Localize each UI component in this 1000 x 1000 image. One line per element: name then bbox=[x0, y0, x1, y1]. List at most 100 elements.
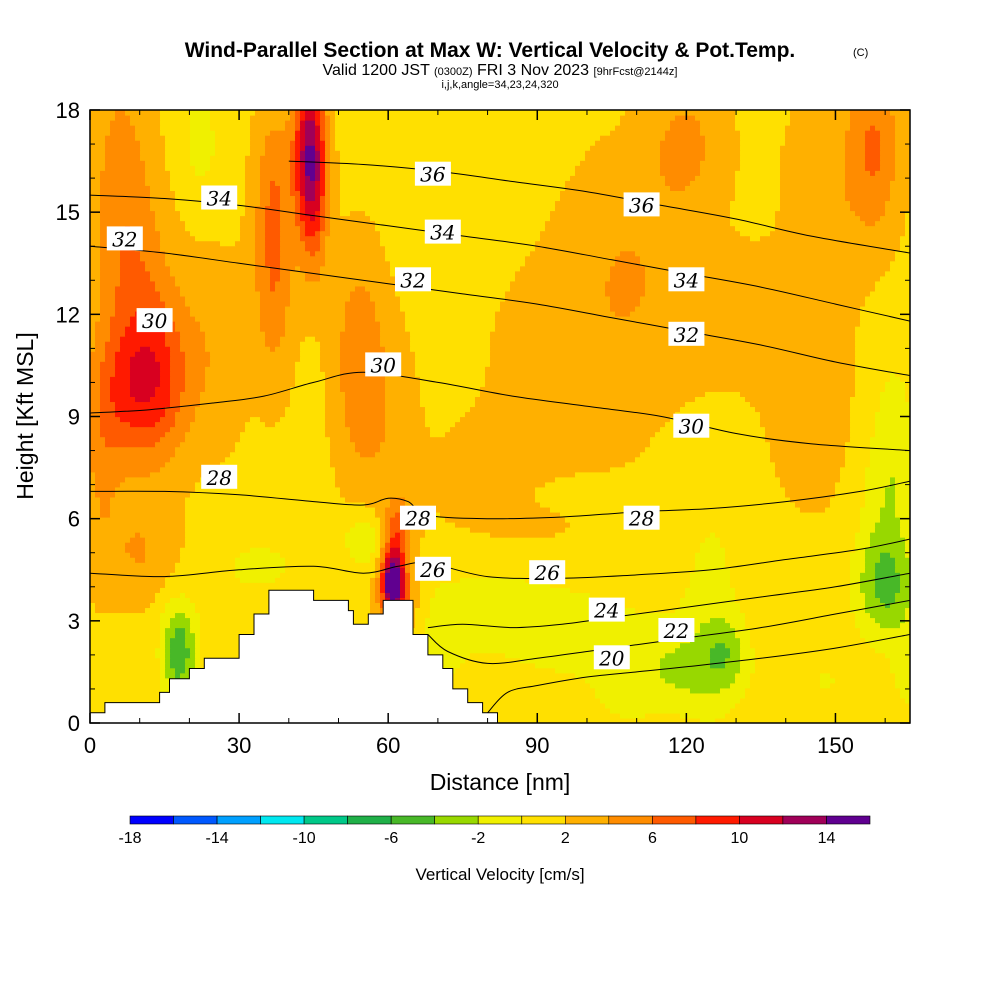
velocity-cell bbox=[875, 522, 901, 528]
velocity-cell bbox=[195, 642, 201, 649]
colorbar-swatch bbox=[826, 815, 871, 825]
contour-label-text: 24 bbox=[593, 599, 619, 623]
velocity-cell bbox=[405, 577, 411, 583]
velocity-cell bbox=[90, 300, 101, 307]
colorbar-swatch bbox=[695, 815, 740, 825]
velocity-cell bbox=[735, 592, 851, 598]
velocity-cell bbox=[165, 577, 241, 583]
velocity-cell bbox=[160, 235, 196, 242]
velocity-cell bbox=[190, 421, 246, 428]
velocity-cell bbox=[645, 265, 891, 272]
velocity-cell bbox=[315, 120, 321, 126]
velocity-cell bbox=[250, 130, 271, 136]
velocity-cell bbox=[305, 245, 321, 252]
velocity-cell bbox=[90, 225, 101, 232]
velocity-cell bbox=[295, 200, 301, 207]
velocity-cell bbox=[385, 582, 401, 588]
velocity-cell bbox=[395, 562, 401, 568]
velocity-cell bbox=[845, 160, 866, 166]
velocity-cell bbox=[165, 657, 171, 664]
velocity-cell bbox=[150, 190, 176, 197]
velocity-cell bbox=[570, 587, 686, 593]
velocity-cell bbox=[895, 140, 910, 146]
velocity-cell bbox=[880, 511, 896, 518]
velocity-cell bbox=[870, 456, 910, 463]
velocity-cell bbox=[185, 371, 206, 377]
velocity-cell bbox=[905, 607, 910, 614]
velocity-cell bbox=[850, 557, 866, 563]
velocity-cell bbox=[320, 205, 326, 212]
velocity-cell bbox=[410, 346, 491, 352]
velocity-cell bbox=[125, 110, 161, 116]
velocity-cell bbox=[135, 125, 161, 131]
velocity-cell bbox=[90, 120, 111, 126]
velocity-cell bbox=[660, 165, 701, 171]
velocity-cell bbox=[380, 572, 386, 578]
velocity-cell bbox=[210, 356, 301, 362]
velocity-cell bbox=[300, 235, 321, 242]
velocity-cell bbox=[200, 321, 261, 327]
velocity-cell bbox=[480, 391, 706, 397]
velocity-cell bbox=[120, 336, 166, 342]
velocity-cell bbox=[265, 145, 291, 151]
velocity-cell bbox=[305, 275, 321, 282]
velocity-cell bbox=[325, 110, 336, 116]
velocity-cell bbox=[845, 150, 866, 156]
velocity-cell bbox=[265, 225, 281, 232]
contour-label: 24 bbox=[588, 597, 625, 623]
velocity-cell bbox=[340, 175, 571, 181]
colorbar-label: Vertical Velocity [cm/s] bbox=[415, 865, 584, 884]
velocity-cell bbox=[300, 170, 306, 176]
velocity-cell bbox=[160, 672, 166, 679]
velocity-cell bbox=[315, 160, 321, 166]
velocity-cell bbox=[875, 280, 910, 287]
velocity-cell bbox=[860, 305, 910, 312]
velocity-cell bbox=[875, 416, 910, 423]
velocity-cell bbox=[875, 431, 910, 438]
velocity-cell bbox=[90, 155, 106, 161]
colorbar-swatch bbox=[347, 815, 392, 825]
velocity-cell bbox=[860, 572, 876, 578]
velocity-cell bbox=[780, 481, 836, 488]
velocity-cell bbox=[185, 662, 196, 669]
velocity-cell bbox=[390, 527, 406, 533]
velocity-cell bbox=[285, 562, 376, 568]
velocity-cell bbox=[100, 506, 111, 513]
velocity-cell bbox=[850, 592, 866, 598]
velocity-cell bbox=[190, 230, 241, 237]
velocity-cell bbox=[90, 115, 116, 121]
velocity-cell bbox=[860, 627, 910, 634]
velocity-cell bbox=[490, 361, 856, 367]
velocity-cell bbox=[870, 542, 906, 548]
velocity-cell bbox=[170, 456, 226, 463]
contour-label-text: 36 bbox=[420, 163, 446, 187]
velocity-cell bbox=[460, 662, 536, 669]
velocity-cell bbox=[110, 326, 126, 332]
velocity-cell bbox=[885, 491, 896, 498]
velocity-cell bbox=[160, 622, 171, 629]
velocity-cell bbox=[875, 647, 910, 654]
velocity-cell bbox=[115, 285, 156, 292]
velocity-cell bbox=[895, 476, 910, 483]
velocity-cell bbox=[90, 305, 101, 312]
contour-label: 28 bbox=[400, 505, 436, 531]
velocity-cell bbox=[575, 471, 776, 478]
velocity-cell bbox=[330, 220, 376, 227]
velocity-cell bbox=[525, 255, 616, 262]
velocity-cell bbox=[290, 115, 296, 121]
velocity-cell bbox=[115, 486, 196, 493]
velocity-cell bbox=[110, 331, 126, 337]
velocity-cell bbox=[865, 486, 886, 493]
velocity-cell bbox=[880, 215, 906, 222]
velocity-cell bbox=[330, 165, 341, 171]
velocity-cell bbox=[275, 280, 291, 287]
velocity-cell bbox=[345, 321, 381, 327]
velocity-cell bbox=[740, 652, 756, 659]
velocity-cell bbox=[90, 632, 161, 639]
velocity-cell bbox=[160, 642, 166, 649]
velocity-cell bbox=[420, 401, 476, 408]
velocity-cell bbox=[845, 190, 891, 197]
velocity-cell bbox=[320, 341, 341, 347]
velocity-cell bbox=[390, 260, 526, 267]
velocity-cell bbox=[335, 481, 546, 488]
